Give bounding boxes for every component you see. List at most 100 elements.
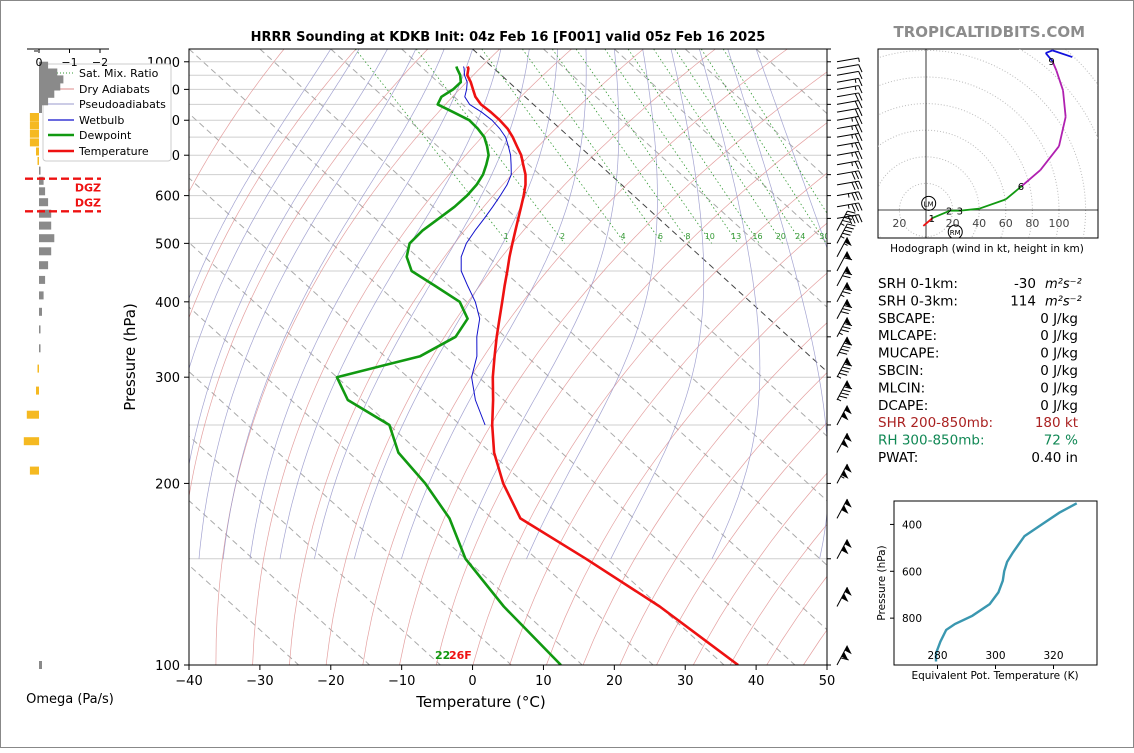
barb-full	[847, 211, 855, 213]
barb-full	[852, 193, 855, 201]
omega-bar	[39, 276, 45, 284]
barb-full	[859, 133, 862, 141]
hodograph-height-label: 3	[957, 207, 963, 218]
mixing-ratio-label: 24	[795, 232, 805, 241]
param-unit: m²s⁻²	[1045, 294, 1082, 309]
barb-full	[859, 192, 862, 200]
hodograph-ring-label: 80	[1025, 217, 1039, 230]
omega-bar	[39, 83, 60, 91]
param-value: 0.40 in	[1031, 450, 1078, 466]
x-tick-label: 30	[677, 674, 694, 689]
barb-full	[841, 370, 849, 372]
barb-flag	[845, 464, 852, 473]
barb-half	[844, 244, 848, 246]
mixing-ratio-label: 10	[705, 232, 715, 241]
barb-half	[841, 295, 845, 297]
y-tick-label: 500	[155, 237, 180, 252]
skewt-xlabel: Temperature (°C)	[415, 693, 545, 711]
legend-item-wetbulb: Wetbulb	[79, 114, 124, 127]
x-tick-label: −20	[317, 674, 344, 689]
omega-bar	[39, 97, 48, 105]
wind-barb	[837, 237, 852, 256]
param-unit: m²s⁻²	[1045, 277, 1082, 292]
omega-xlabel: Omega (Pa/s)	[26, 692, 114, 707]
y-tick-label: 300	[155, 371, 180, 386]
figure-title: HRRR Sounding at KDKB Init: 04z Feb 16 […	[251, 30, 766, 45]
barb-full	[846, 227, 854, 229]
omega-bar	[39, 661, 42, 669]
barb-full	[859, 93, 862, 101]
barb-full	[842, 390, 850, 392]
moist-adiabat	[280, 49, 501, 559]
wind-barb	[837, 171, 862, 180]
legend-item-dewpoint: Dewpoint	[79, 129, 132, 142]
dry-adiabat	[216, 49, 500, 665]
hodograph-height-label: 1	[929, 214, 935, 225]
wind-barb	[837, 211, 855, 230]
omega-tick-label: −2	[92, 56, 108, 69]
omega-bar	[24, 437, 39, 445]
barb-full	[842, 327, 850, 329]
omega-bar	[39, 234, 54, 242]
barb-full	[839, 373, 847, 375]
wind-barb	[837, 381, 852, 401]
barb-full	[841, 312, 849, 314]
param-label: SRH 0-3km:	[878, 293, 958, 309]
omega-bar	[27, 411, 39, 419]
dry-adiabat	[436, 49, 931, 665]
omega-bar	[36, 148, 39, 156]
barb-full	[855, 215, 858, 223]
omega-tick-label: 0	[36, 56, 43, 69]
wind-barb	[837, 151, 862, 159]
barb-half	[859, 58, 860, 62]
barb-half	[852, 143, 853, 147]
watermark: TROPICALTIDBITS.COM	[894, 23, 1086, 41]
x-tick-label: 20	[606, 674, 623, 689]
hodograph-ring-label: 40	[972, 217, 986, 230]
barb-full	[852, 216, 855, 224]
x-tick-label: 40	[748, 674, 765, 689]
x-tick-label: −30	[246, 674, 273, 689]
param-value: 114	[1010, 293, 1036, 309]
wind-barb	[837, 282, 852, 301]
param-value: 0 J/kg	[1040, 398, 1078, 414]
wind-barb	[837, 406, 852, 425]
wind-barb	[837, 252, 852, 271]
barb-full	[842, 292, 850, 294]
barb-full	[852, 172, 855, 180]
barb-full	[859, 65, 862, 73]
barb-full	[855, 162, 858, 170]
param-value: 0 J/kg	[1040, 380, 1078, 396]
param-label: DCAPE:	[878, 398, 928, 414]
mixing-ratio-line	[723, 49, 846, 243]
barb-full	[859, 125, 862, 133]
omega-bar	[39, 325, 41, 333]
barb-flag	[841, 593, 848, 602]
omega-bar	[30, 113, 39, 121]
left-mover-label: LM	[924, 200, 934, 208]
mixing-ratio-line	[552, 49, 690, 243]
barb-half	[852, 153, 853, 157]
barb-full	[859, 161, 862, 169]
barb-half	[839, 333, 843, 335]
wind-barb	[837, 358, 852, 378]
wind-barb	[837, 337, 852, 356]
isotherm-line	[260, 49, 937, 665]
barb-full	[855, 192, 858, 200]
omega-bar	[39, 261, 48, 269]
omega-bar	[39, 69, 57, 77]
barb-flag	[845, 587, 852, 596]
barb-full	[852, 182, 855, 190]
wind-barb	[837, 108, 862, 116]
wind-barb	[837, 93, 862, 101]
param-value: -30	[1014, 276, 1036, 292]
wind-barbs	[837, 58, 862, 665]
omega-bar	[39, 222, 51, 230]
barb-full	[841, 393, 849, 395]
omega-bar	[39, 167, 41, 175]
omega-bar	[39, 198, 48, 206]
barb-full	[844, 217, 852, 219]
param-label: SBCAPE:	[878, 311, 935, 327]
barb-half	[855, 79, 856, 83]
